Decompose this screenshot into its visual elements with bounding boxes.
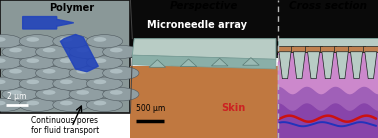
Polygon shape — [336, 52, 348, 79]
Circle shape — [9, 69, 22, 74]
Polygon shape — [211, 58, 228, 66]
Polygon shape — [319, 46, 336, 52]
Circle shape — [43, 90, 56, 95]
Polygon shape — [149, 60, 166, 67]
Text: 500 μm: 500 μm — [136, 104, 165, 113]
Circle shape — [53, 98, 89, 112]
Circle shape — [19, 77, 56, 90]
Text: Cross section: Cross section — [289, 1, 367, 11]
Circle shape — [26, 58, 39, 63]
Circle shape — [9, 48, 22, 52]
Circle shape — [2, 67, 38, 80]
Bar — [278, 97, 378, 138]
Circle shape — [110, 90, 122, 95]
Circle shape — [94, 79, 106, 84]
Circle shape — [0, 77, 22, 90]
Circle shape — [43, 48, 56, 52]
Circle shape — [60, 79, 73, 84]
Circle shape — [0, 101, 6, 105]
Circle shape — [69, 67, 105, 80]
Circle shape — [53, 56, 89, 69]
Circle shape — [9, 90, 22, 95]
Circle shape — [0, 79, 6, 84]
Bar — [278, 0, 378, 58]
Circle shape — [76, 69, 89, 74]
Circle shape — [19, 56, 56, 69]
Circle shape — [36, 88, 72, 101]
Circle shape — [86, 56, 122, 69]
Circle shape — [103, 67, 139, 80]
Polygon shape — [291, 46, 308, 52]
Polygon shape — [60, 34, 98, 72]
Circle shape — [60, 58, 73, 63]
Bar — [278, 52, 378, 138]
Polygon shape — [293, 52, 305, 79]
Circle shape — [110, 69, 122, 74]
Polygon shape — [23, 17, 74, 29]
Circle shape — [103, 45, 139, 59]
Text: 2 μm: 2 μm — [7, 92, 27, 101]
Bar — [0, 0, 130, 113]
Polygon shape — [132, 39, 276, 59]
Circle shape — [19, 98, 56, 112]
Circle shape — [0, 98, 22, 112]
Circle shape — [60, 37, 73, 42]
Circle shape — [69, 45, 105, 59]
Circle shape — [0, 35, 22, 48]
Polygon shape — [278, 38, 378, 52]
Text: Skin: Skin — [222, 103, 246, 113]
Polygon shape — [334, 46, 350, 52]
Circle shape — [103, 88, 139, 101]
Circle shape — [53, 35, 89, 48]
Circle shape — [0, 37, 6, 42]
Polygon shape — [350, 52, 363, 79]
Bar — [130, 66, 278, 138]
Text: Microneedle array: Microneedle array — [147, 20, 247, 30]
Circle shape — [76, 48, 89, 52]
Text: Polymer: Polymer — [49, 3, 94, 13]
Text: Continuous pores
for fluid transport: Continuous pores for fluid transport — [31, 116, 99, 135]
Polygon shape — [132, 55, 276, 69]
Circle shape — [53, 77, 89, 90]
Polygon shape — [180, 59, 197, 67]
Polygon shape — [348, 46, 365, 52]
Circle shape — [26, 79, 39, 84]
Circle shape — [86, 77, 122, 90]
Text: Perspective: Perspective — [170, 1, 238, 11]
Circle shape — [110, 48, 122, 52]
Circle shape — [26, 101, 39, 105]
Circle shape — [94, 101, 106, 105]
Polygon shape — [305, 46, 322, 52]
Polygon shape — [279, 52, 291, 79]
Circle shape — [86, 98, 122, 112]
Circle shape — [0, 56, 22, 69]
Circle shape — [94, 37, 106, 42]
Bar — [0, 113, 130, 138]
Circle shape — [60, 101, 73, 105]
Circle shape — [19, 35, 56, 48]
Polygon shape — [277, 46, 293, 52]
Circle shape — [94, 58, 106, 63]
Polygon shape — [322, 52, 334, 79]
Circle shape — [26, 37, 39, 42]
Circle shape — [2, 88, 38, 101]
Polygon shape — [363, 46, 378, 52]
Circle shape — [2, 45, 38, 59]
Circle shape — [86, 35, 122, 48]
Circle shape — [76, 90, 89, 95]
Circle shape — [43, 69, 56, 74]
Circle shape — [36, 45, 72, 59]
Polygon shape — [243, 58, 259, 65]
Bar — [130, 0, 278, 58]
Polygon shape — [365, 52, 377, 79]
Polygon shape — [308, 52, 320, 79]
Circle shape — [69, 88, 105, 101]
Circle shape — [0, 58, 6, 63]
Circle shape — [36, 67, 72, 80]
